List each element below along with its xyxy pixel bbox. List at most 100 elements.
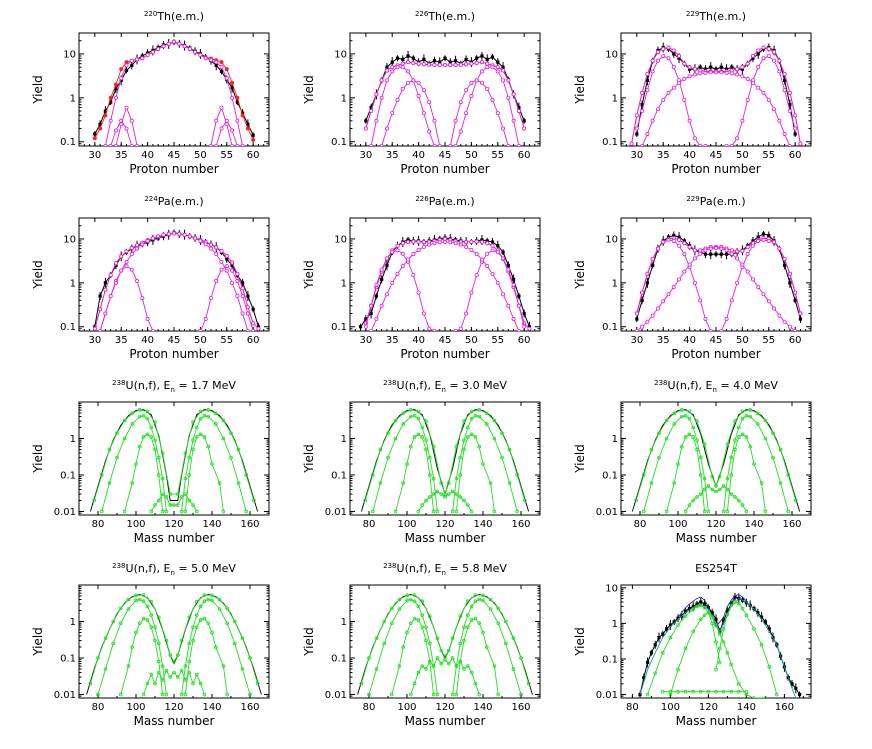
data-point xyxy=(516,144,521,146)
data-point xyxy=(367,656,371,660)
data-point xyxy=(385,263,389,267)
data-point xyxy=(668,635,673,640)
data-point xyxy=(390,250,395,255)
data-point xyxy=(108,273,113,278)
data-point xyxy=(725,476,730,481)
data-point xyxy=(240,144,245,146)
x-tick-label: 60 xyxy=(789,150,802,161)
data-point xyxy=(793,132,797,136)
data-point xyxy=(691,604,695,609)
data-point xyxy=(725,442,730,446)
data-point xyxy=(113,144,118,146)
x-tick-label: 40 xyxy=(683,150,696,161)
data-point xyxy=(474,61,479,66)
x-tick-label: 40 xyxy=(141,150,154,161)
data-point xyxy=(172,670,176,675)
data-point xyxy=(183,678,188,682)
plot-area xyxy=(631,408,801,514)
data-point xyxy=(501,68,506,73)
data-point xyxy=(225,257,229,261)
data-point xyxy=(129,144,134,146)
data-point xyxy=(733,419,737,423)
data-point xyxy=(421,62,426,67)
data-point xyxy=(405,630,409,635)
data-point xyxy=(507,447,512,452)
data-point xyxy=(191,638,195,643)
data-point xyxy=(187,659,192,664)
data-point xyxy=(462,498,466,503)
data-point xyxy=(695,447,699,452)
data-point xyxy=(721,484,726,488)
data-point xyxy=(107,481,112,485)
data-point xyxy=(240,636,245,640)
data-point xyxy=(735,136,740,141)
y-tick-label: 1 xyxy=(612,278,618,289)
data-point xyxy=(671,48,676,53)
data-point xyxy=(130,411,135,416)
data-point xyxy=(462,438,466,442)
data-point xyxy=(763,620,767,624)
series-line xyxy=(715,601,778,695)
data-point xyxy=(714,689,718,694)
y-tick-label: 0.1 xyxy=(602,470,618,481)
data-point xyxy=(182,232,187,237)
y-tick-label: 0.1 xyxy=(331,470,347,481)
data-point xyxy=(751,56,755,60)
data-point xyxy=(412,593,417,597)
data-point xyxy=(246,122,250,126)
data-point xyxy=(736,682,741,686)
data-point xyxy=(431,476,436,481)
data-point xyxy=(427,495,432,499)
data-point xyxy=(473,413,478,418)
x-tick-label: 45 xyxy=(439,335,452,346)
series-line xyxy=(181,415,247,512)
data-point xyxy=(122,509,127,514)
data-point xyxy=(198,238,203,243)
data-point xyxy=(740,249,745,254)
y-axis-label: Yield xyxy=(31,444,45,474)
data-point xyxy=(183,492,188,496)
x-tick-label: 140 xyxy=(473,519,492,530)
data-point xyxy=(198,604,203,609)
data-point xyxy=(198,432,203,437)
data-point xyxy=(782,319,787,324)
data-point xyxy=(676,616,680,620)
data-point xyxy=(219,105,224,110)
data-point xyxy=(698,71,703,76)
data-point xyxy=(129,252,134,257)
data-point xyxy=(729,144,734,146)
data-point xyxy=(787,144,792,146)
data-point xyxy=(469,409,474,414)
data-point xyxy=(406,54,410,58)
data-point xyxy=(214,144,219,146)
data-point xyxy=(230,95,235,100)
data-point xyxy=(358,325,363,329)
data-point xyxy=(629,141,634,146)
series-line xyxy=(635,409,797,501)
data-point xyxy=(191,681,195,686)
x-tick-label: 35 xyxy=(115,335,128,346)
x-tick-label: 50 xyxy=(736,335,749,346)
data-point xyxy=(474,252,479,257)
data-point xyxy=(389,606,394,611)
plot-frame xyxy=(78,32,270,147)
data-point xyxy=(763,418,768,423)
plot-area xyxy=(360,408,530,514)
data-point xyxy=(657,635,661,640)
data-point xyxy=(668,623,672,627)
data-point xyxy=(495,250,500,255)
data-point xyxy=(736,601,741,606)
data-point xyxy=(221,418,226,423)
data-point xyxy=(721,640,726,644)
data-point xyxy=(427,62,432,67)
data-point xyxy=(412,681,417,686)
data-point xyxy=(473,593,478,597)
x-tick-label: 30 xyxy=(359,335,372,346)
data-point xyxy=(424,438,428,442)
data-point xyxy=(230,144,235,146)
data-point xyxy=(695,419,699,423)
data-point xyxy=(424,625,428,629)
data-point xyxy=(416,618,421,622)
data-point xyxy=(191,503,195,507)
data-point xyxy=(134,593,138,598)
